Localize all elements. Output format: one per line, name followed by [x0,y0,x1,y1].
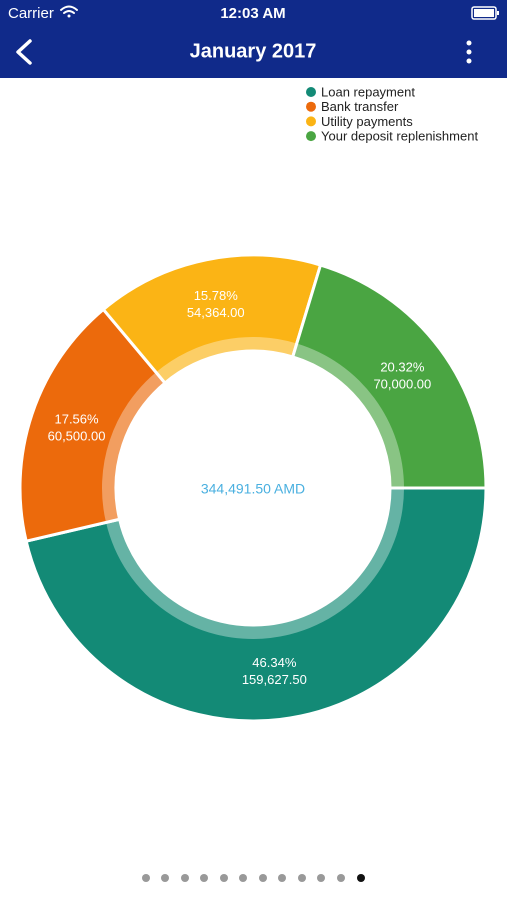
value-label: 70,000.00 [373,377,431,392]
legend-label: Loan repayment [321,84,415,99]
slice [18,307,168,543]
top-bar [0,0,507,78]
slice-inner-ring [156,337,297,383]
share-label: 46.34% [252,655,297,670]
clock: 12:03 AM [220,5,285,22]
value-label: 54,364.00 [187,305,245,320]
value-label: 159,627.50 [242,672,307,687]
slice-inner-ring [292,343,404,488]
slice [101,253,323,386]
donut-chart: 46.34% 159,627.50 17.56% 60,500.00 15.78% 54,… [18,253,488,723]
legend-label: Utility payments [321,114,413,129]
carrier: Carrier [8,5,54,22]
slice [290,263,488,490]
legend-label: Bank transfer [321,99,399,114]
legend-label: Your deposit replenishment [321,129,478,144]
more-button[interactable] [466,40,472,64]
battery-icon [471,6,499,20]
back-button[interactable] [16,39,32,65]
share-label: 20.32% [380,360,425,375]
slice [24,486,488,723]
legend-swatch [306,101,316,112]
share-label: 15.78% [194,288,239,303]
legend-swatch [306,87,316,97]
total-label: 344,491.50 AMD [201,481,305,497]
value-label: 60,500.00 [48,429,106,444]
share-label: 17.56% [54,412,99,427]
legend-swatch [306,116,316,127]
page-indicator [142,874,365,882]
donut-hole [117,352,389,624]
wifi-icon [60,5,78,18]
screen-title: January 2017 [190,40,317,62]
legend-swatch [306,131,316,142]
slice-inner-ring [102,372,166,523]
